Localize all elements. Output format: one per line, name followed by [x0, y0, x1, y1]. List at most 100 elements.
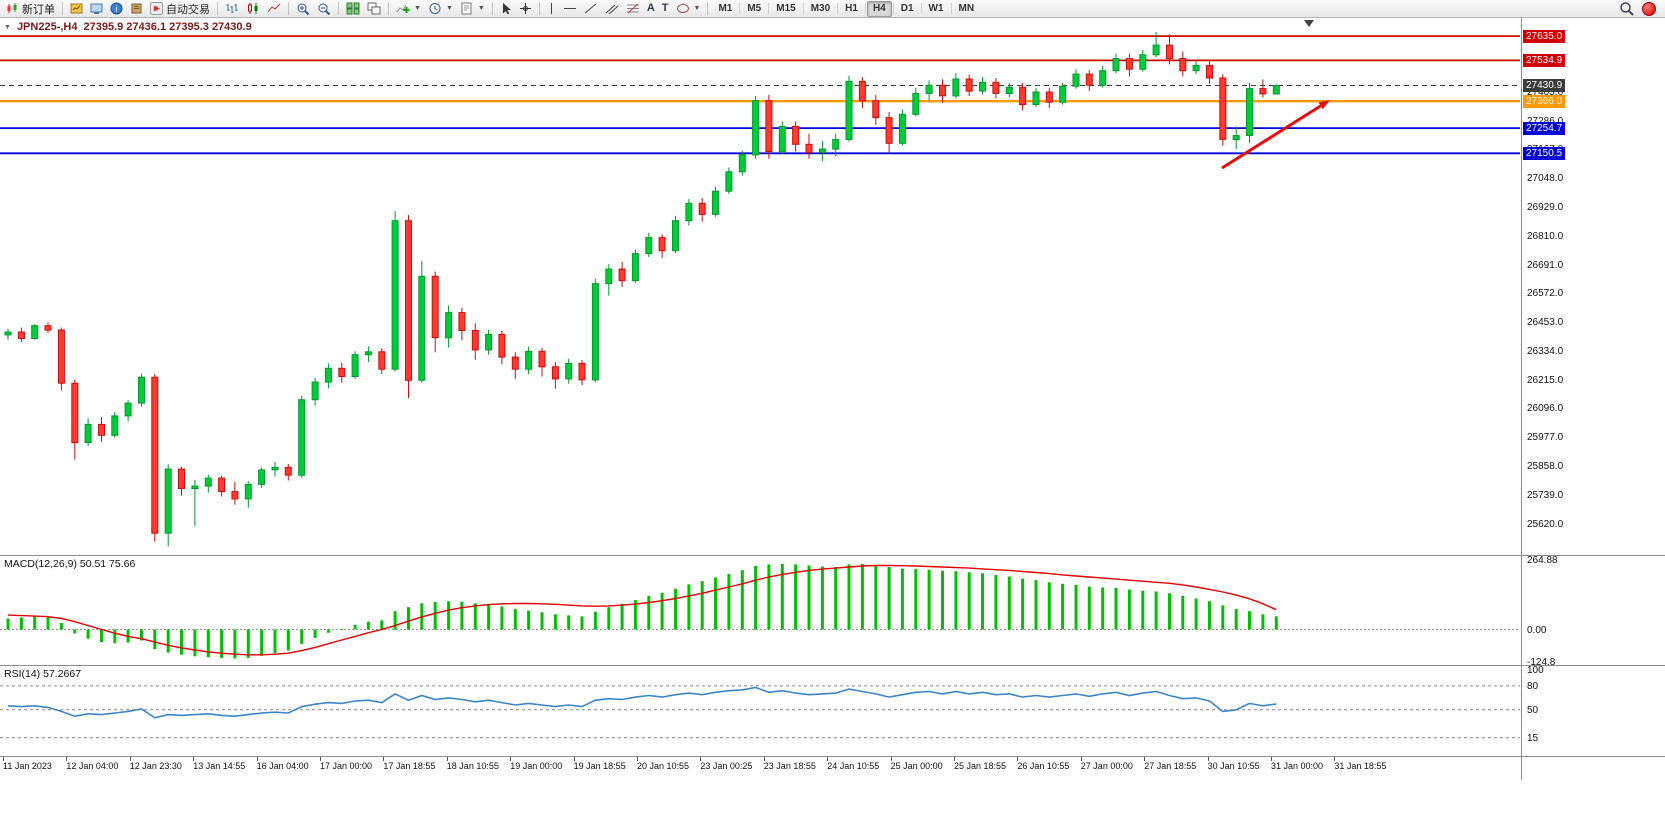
periods-button[interactable]: ▼: [425, 1, 456, 17]
time-axis-label: 17 Jan 00:00: [320, 761, 373, 771]
macd-histogram-bar: [807, 565, 811, 630]
notification-badge[interactable]: [1642, 1, 1656, 16]
rsi-scale-label: 80: [1527, 680, 1539, 692]
zoom-in-button[interactable]: [293, 1, 313, 17]
candle-body: [298, 399, 306, 476]
level-price-label: 27635.0: [1523, 29, 1566, 43]
trend-arrow-head[interactable]: [1318, 100, 1330, 110]
search-button[interactable]: [1616, 1, 1637, 17]
timeframe-button-W1[interactable]: W1: [928, 2, 944, 14]
macd-histogram-bar: [540, 612, 544, 630]
candle-body: [1206, 64, 1213, 79]
candle-body: [618, 268, 626, 282]
macd-histogram-bar: [300, 629, 304, 644]
svg-text:i: i: [116, 5, 118, 14]
macd-histogram-bar: [1074, 584, 1078, 630]
trend-arrow-line[interactable]: [1221, 104, 1322, 170]
time-axis-label: 25 Jan 18:55: [954, 761, 1007, 771]
macd-histogram-bar: [19, 617, 23, 630]
pane-separator[interactable]: [0, 665, 1665, 666]
autotrading-button[interactable]: 自动交易: [147, 1, 213, 17]
fibonacci-tool-button[interactable]: [623, 1, 643, 17]
horizontal-line-tool-button[interactable]: [560, 1, 580, 17]
templates-button[interactable]: ▼: [457, 1, 488, 17]
price-axis-label: 26334.0: [1527, 345, 1564, 357]
crosshair-tool-button[interactable]: [516, 1, 535, 17]
candlestick-mode-button[interactable]: [243, 1, 263, 17]
one-click-trading-icon[interactable]: ▼: [4, 23, 11, 31]
timeframe-button-M15[interactable]: M15: [776, 2, 796, 14]
rsi-scale-label: 15: [1527, 732, 1539, 744]
label-tool-button[interactable]: T: [659, 1, 672, 17]
bar-chart-mode-button[interactable]: [222, 1, 242, 17]
level-price-label: 27254.7: [1523, 121, 1566, 135]
cascade-windows-button[interactable]: [364, 1, 384, 17]
candle-body: [458, 312, 466, 332]
autotrading-icon: [150, 2, 163, 15]
macd-pane[interactable]: [0, 556, 1520, 665]
pane-separator[interactable]: [0, 555, 1665, 556]
macd-histogram-bar: [914, 569, 918, 630]
timeframe-button-M30[interactable]: M30: [810, 2, 831, 14]
macd-histogram-bar: [513, 609, 517, 630]
history-center-button[interactable]: [127, 1, 146, 17]
macd-histogram-bar: [954, 571, 958, 630]
timeframe-button-MN[interactable]: MN: [958, 2, 975, 14]
macd-histogram-bar: [206, 629, 210, 658]
macd-histogram-bar: [607, 607, 611, 630]
text-tool-button[interactable]: A: [644, 1, 658, 17]
vertical-line-tool-button[interactable]: [544, 1, 559, 17]
candle-body: [218, 477, 226, 493]
macd-histogram-bar: [1047, 582, 1051, 630]
charts-button[interactable]: [67, 1, 86, 17]
time-axis-label: 11 Jan 2023: [3, 761, 52, 771]
data-window-button[interactable]: i: [107, 1, 126, 17]
zoom-out-button[interactable]: [314, 1, 334, 17]
candle-body: [178, 468, 185, 490]
cursor-tool-button[interactable]: [497, 1, 515, 17]
candle-body: [912, 93, 920, 115]
time-axis-tick: [700, 757, 702, 761]
price-axis-label: 26096.0: [1527, 403, 1564, 415]
cascade-windows-icon: [367, 2, 381, 15]
macd-histogram-bar: [820, 566, 824, 630]
macd-histogram-bar: [113, 629, 117, 644]
macd-histogram-bar: [33, 616, 37, 630]
market-watch-button[interactable]: [87, 1, 106, 17]
timeframe-button-M5[interactable]: M5: [747, 2, 762, 14]
timeframe-button-D1[interactable]: D1: [900, 2, 914, 14]
time-axis-label: 12 Jan 04:00: [66, 761, 119, 771]
candle-body: [445, 312, 453, 339]
rsi-pane[interactable]: [0, 666, 1520, 756]
macd-histogram-bar: [740, 570, 744, 630]
candle-body: [44, 325, 52, 331]
macd-histogram-bar: [353, 624, 357, 630]
shapes-tool-button[interactable]: ▼: [673, 1, 704, 17]
timeframe-button-H1[interactable]: H1: [845, 2, 858, 14]
price-chart-pane[interactable]: [0, 18, 1520, 555]
macd-histogram-bar: [687, 584, 691, 630]
tile-windows-button[interactable]: [343, 1, 363, 17]
candle-body: [1219, 77, 1227, 140]
macd-histogram-bar: [1034, 580, 1038, 630]
macd-histogram-bar: [286, 629, 290, 651]
timeframe-button-H4[interactable]: H4: [866, 0, 892, 17]
main-plot-svg[interactable]: [0, 18, 1520, 555]
macd-histogram-bar: [1114, 588, 1118, 630]
candle-body: [1005, 86, 1013, 94]
indicators-button[interactable]: ▼: [393, 1, 424, 17]
macd-histogram-bar: [366, 621, 370, 630]
time-axis-tick: [1271, 757, 1272, 761]
channel-tool-button[interactable]: [602, 1, 622, 17]
time-axis[interactable]: [0, 757, 1665, 780]
macd-histogram-bar: [647, 595, 651, 630]
candle-body: [818, 148, 826, 154]
chart-shift-marker[interactable]: [1304, 20, 1314, 27]
timeframe-button-M1[interactable]: M1: [718, 2, 733, 14]
macd-histogram-bar: [340, 629, 344, 630]
trendline-tool-button[interactable]: [581, 1, 601, 17]
line-chart-mode-button[interactable]: [264, 1, 284, 17]
time-axis-label: 31 Jan 18:55: [1334, 761, 1387, 771]
new-order-button[interactable]: 新订单: [3, 1, 58, 17]
macd-histogram-bar: [59, 623, 63, 630]
